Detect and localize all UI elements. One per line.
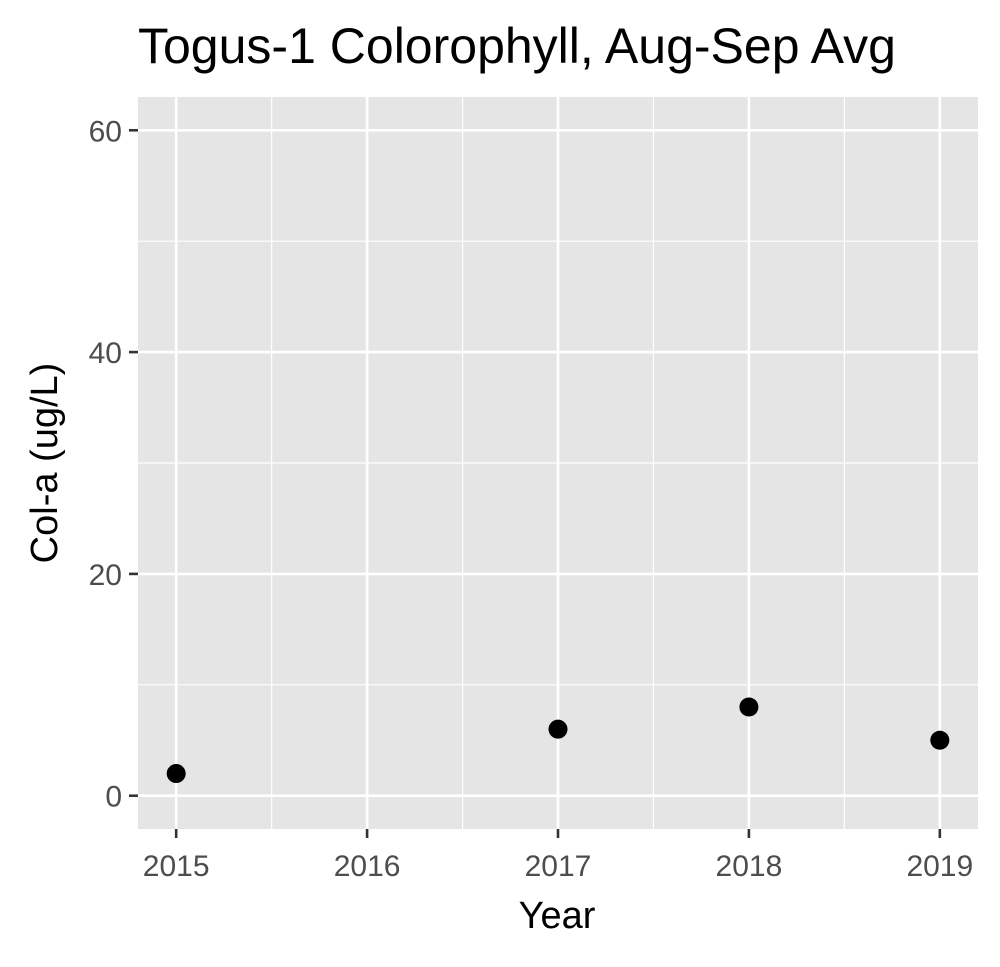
x-tick-label: 2018 xyxy=(716,850,783,883)
data-point xyxy=(930,730,950,750)
data-point xyxy=(548,719,568,739)
x-tick-label: 2017 xyxy=(525,850,592,883)
x-tick-label: 2015 xyxy=(143,850,210,883)
x-tick-label: 2019 xyxy=(906,850,973,883)
x-axis: 2015 2016 2017 2018 2019 xyxy=(143,829,973,883)
x-tick-label: 2016 xyxy=(334,850,401,883)
x-axis-title: Year xyxy=(519,895,596,937)
y-tick-label: 60 xyxy=(89,115,122,148)
y-tick-label: 40 xyxy=(89,337,122,370)
data-point xyxy=(739,697,759,717)
chart-title: Togus-1 Colorophyll, Aug-Sep Avg xyxy=(138,18,896,74)
y-axis-title: Col-a (ug/L) xyxy=(24,363,66,564)
data-points xyxy=(166,697,950,784)
y-axis: 0 20 40 60 xyxy=(89,115,138,814)
data-point xyxy=(166,764,186,784)
y-tick-label: 20 xyxy=(89,559,122,592)
y-tick-label: 0 xyxy=(105,781,122,814)
